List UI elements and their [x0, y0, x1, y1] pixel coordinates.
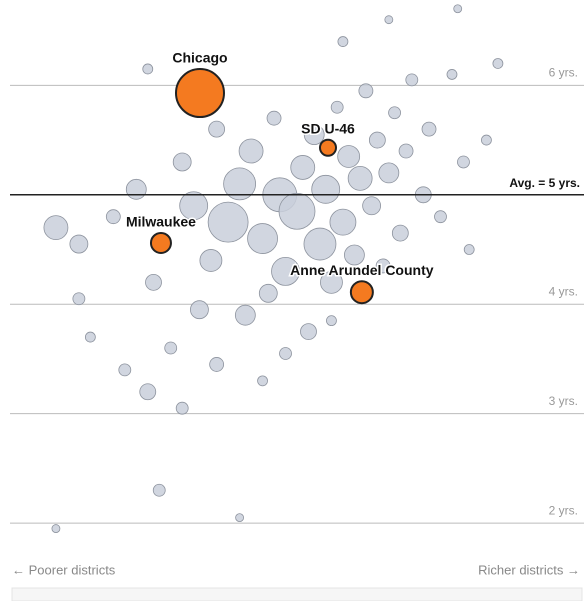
bubble [337, 36, 349, 47]
bubble [247, 223, 278, 254]
bubble [208, 120, 226, 138]
bubble [329, 208, 357, 236]
bubble [258, 283, 278, 303]
bubble [279, 347, 292, 360]
bubble [290, 155, 316, 180]
y-tick-label: 2 yrs. [549, 503, 578, 517]
bubble [398, 143, 414, 159]
point-label: Anne Arundel County [290, 262, 434, 278]
highlighted-bubble [149, 231, 172, 254]
bubble [378, 162, 400, 184]
bubble [446, 69, 458, 80]
bubble [69, 234, 89, 254]
bubble [300, 323, 317, 340]
x-left-label: ← Poorer districts [12, 562, 116, 577]
bubble [43, 215, 69, 241]
bubble [326, 315, 337, 327]
bubble [347, 165, 373, 191]
highlighted-bubble [174, 68, 225, 119]
bubble [199, 249, 223, 272]
bubble [358, 83, 374, 99]
bubble [343, 244, 365, 266]
point-label: Chicago [172, 50, 227, 66]
bubble [311, 174, 341, 204]
bubble [190, 300, 209, 320]
bubble [51, 524, 61, 533]
bubble [209, 357, 225, 372]
bubble [257, 375, 268, 387]
bubble [492, 58, 504, 69]
bubble [72, 292, 86, 306]
y-tick-label: 3 yrs. [549, 394, 578, 408]
bubble [384, 15, 394, 25]
bubble [84, 331, 96, 343]
bubble [207, 201, 249, 243]
bubble [362, 196, 382, 216]
bubble [142, 63, 154, 75]
bubble [388, 106, 401, 120]
bubble [337, 145, 361, 168]
bubble [453, 4, 463, 14]
bubble [152, 483, 166, 497]
bubble [145, 273, 162, 291]
bubble [238, 138, 264, 164]
bubble [368, 131, 386, 149]
bubble [125, 178, 147, 200]
bubble [463, 244, 475, 255]
bubble [164, 341, 178, 355]
bubble [172, 152, 192, 172]
bubble [139, 383, 157, 401]
bubble [234, 304, 256, 326]
footer-box [11, 587, 583, 601]
average-label: Avg. = 5 yrs. [509, 176, 580, 190]
bubble [421, 121, 437, 137]
bubble [481, 134, 492, 146]
bubble [175, 401, 189, 415]
highlighted-bubble [349, 280, 374, 305]
bubble [235, 513, 245, 523]
bubble [118, 363, 132, 377]
bubble [330, 100, 344, 114]
bubble [278, 192, 316, 230]
bubble [375, 258, 391, 274]
bubble [179, 191, 209, 221]
bubble [434, 210, 447, 224]
bubble [457, 155, 470, 169]
highlighted-bubble [318, 138, 337, 157]
y-tick-label: 4 yrs. [549, 284, 578, 298]
x-right-label: Richer districts → [478, 562, 580, 577]
bubble [266, 110, 282, 126]
bubble [391, 224, 409, 242]
bubble [223, 167, 257, 201]
y-tick-label: 6 yrs. [549, 66, 578, 80]
bubble [405, 73, 419, 87]
bubble [105, 209, 121, 225]
point-label: Milwaukee [126, 214, 196, 230]
bubble [303, 124, 325, 146]
bubble [320, 270, 343, 294]
point-label: SD U-46 [301, 120, 355, 136]
bubble [271, 257, 300, 286]
bubble [303, 227, 337, 261]
